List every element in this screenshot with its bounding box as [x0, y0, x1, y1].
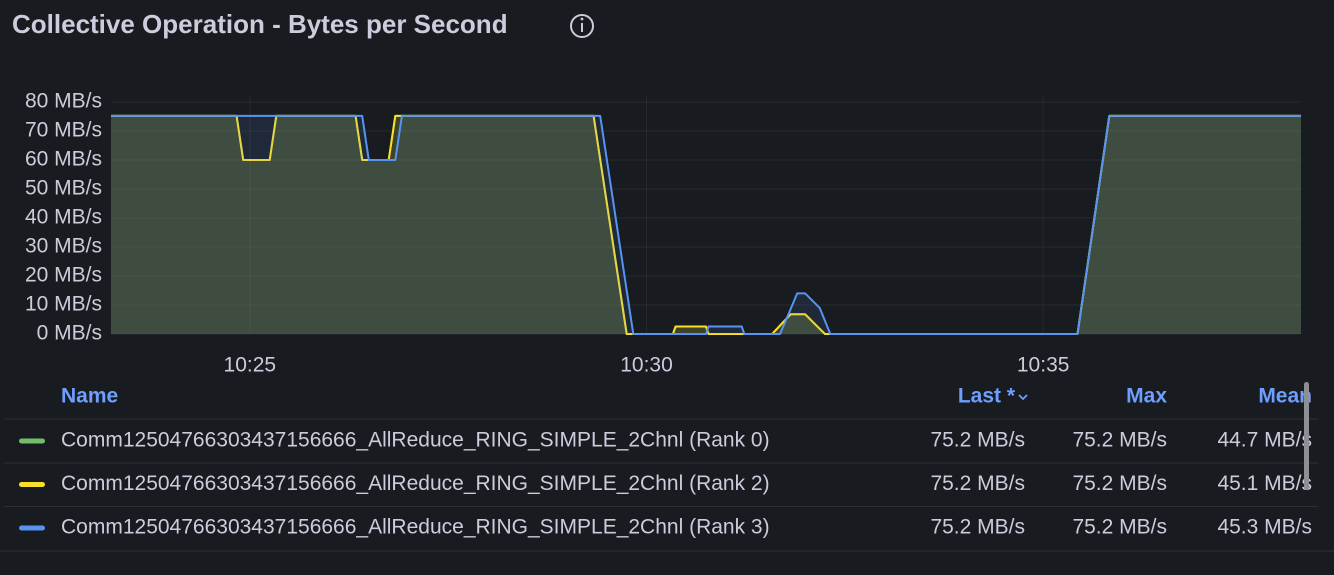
- legend-stat: 75.2 MB/s: [930, 516, 1025, 539]
- legend-name[interactable]: Comm12504766303437156666_AllReduce_RING_…: [61, 429, 770, 452]
- y-tick-label: 60 MB/s: [25, 148, 102, 171]
- legend-name[interactable]: Comm12504766303437156666_AllReduce_RING_…: [61, 516, 770, 539]
- legend-stat: 75.2 MB/s: [1072, 472, 1167, 495]
- series-area: [111, 115, 1301, 335]
- sort-chevron[interactable]: [1018, 394, 1028, 401]
- legend-name[interactable]: Comm12504766303437156666_AllReduce_RING_…: [61, 472, 770, 495]
- series-line: [111, 114, 1301, 335]
- series-area: [111, 115, 1301, 335]
- x-tick-label: 10:30: [620, 354, 673, 377]
- legend-stat: 45.1 MB/s: [1217, 472, 1312, 495]
- x-tick-label: 10:35: [1017, 354, 1070, 377]
- legend-table: Name Last * Max Mean Comm1250476630343715666…: [4, 385, 1318, 539]
- legend-header[interactable]: Max: [1126, 385, 1167, 408]
- legend-marker[interactable]: [19, 525, 45, 531]
- legend-header[interactable]: Mean: [1258, 385, 1312, 408]
- legend-stat: 75.2 MB/s: [1072, 429, 1167, 452]
- info-icon[interactable]: [570, 14, 594, 38]
- plot-area: 0 MB/s 10 MB/s 20 MB/s 30 MB/s 40 MB/s 50 MB/…: [25, 90, 1301, 377]
- legend-stat: 75.2 MB/s: [1072, 516, 1167, 539]
- series-area: [111, 115, 1301, 335]
- y-tick-label: 40 MB/s: [25, 206, 102, 229]
- legend-stat: 75.2 MB/s: [930, 472, 1025, 495]
- legend-header[interactable]: Last *: [958, 385, 1016, 408]
- legend-header[interactable]: Name: [61, 385, 118, 408]
- panel-title: Collective Operation - Bytes per Second: [12, 9, 508, 39]
- legend-marker[interactable]: [19, 438, 45, 444]
- y-tick-label: 20 MB/s: [25, 264, 102, 287]
- scrollbar[interactable]: [1304, 382, 1309, 490]
- y-tick-label: 10 MB/s: [25, 293, 102, 316]
- legend-marker[interactable]: [19, 482, 45, 487]
- y-tick-label: 0 MB/s: [37, 322, 102, 345]
- legend-stat: 44.7 MB/s: [1217, 429, 1312, 452]
- y-tick-label: 50 MB/s: [25, 177, 102, 200]
- y-tick-label: 80 MB/s: [25, 90, 102, 113]
- legend-stat: 45.3 MB/s: [1217, 516, 1312, 539]
- y-tick-label: 30 MB/s: [25, 235, 102, 258]
- legend-stat: 75.2 MB/s: [930, 429, 1025, 452]
- x-tick-label: 10:25: [224, 354, 277, 377]
- series-line: [111, 114, 1301, 335]
- y-tick-label: 70 MB/s: [25, 119, 102, 142]
